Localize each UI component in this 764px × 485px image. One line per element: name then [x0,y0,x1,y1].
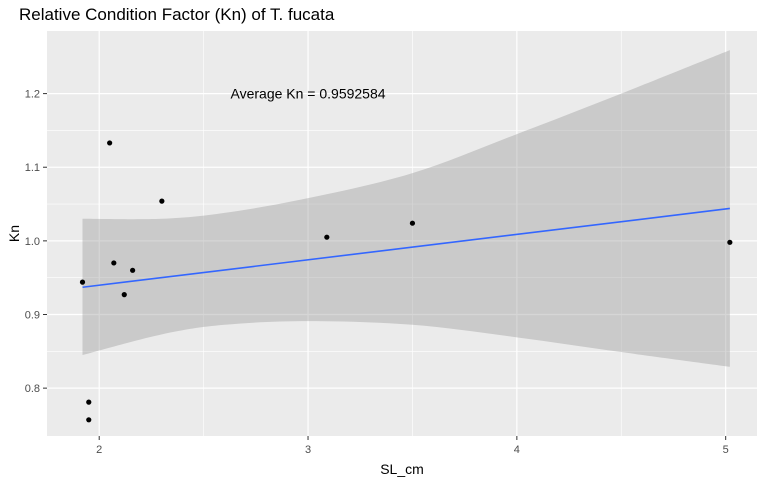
data-point [86,417,92,423]
y-tick-labels: 0.8 0.9 1.0 1.1 1.2 [25,89,40,396]
confidence-band [82,50,730,367]
data-point [79,279,86,285]
y-tick-label: 1.1 [25,162,40,174]
x-tick-label: 3 [305,444,311,456]
average-kn-annotation: Average Kn = 0.9592584 [231,86,386,102]
data-point [86,399,92,405]
chart-title: Relative Condition Factor (Kn) of T. fuc… [19,5,335,24]
x-axis-title: SL_cm [380,461,424,477]
regression-line [82,207,730,289]
y-tick-label: 1.0 [25,236,40,248]
plot-panel [47,31,757,436]
data-point [121,292,127,298]
axis-ticks [43,93,727,440]
data-points [79,140,733,423]
y-tick-label: 0.8 [25,383,40,395]
x-tick-label: 2 [96,444,102,456]
data-point [130,267,136,273]
y-tick-label: 1.2 [25,89,40,101]
y-axis-title: Kn [6,225,22,242]
x-tick-labels: 2 3 4 5 [96,444,729,456]
major-gridlines [47,31,757,436]
data-point [111,260,117,266]
data-point [159,198,165,204]
y-tick-label: 0.9 [25,310,40,322]
data-point [324,234,330,240]
x-tick-label: 4 [514,444,520,456]
data-point [409,220,416,226]
x-tick-label: 5 [723,444,729,456]
data-point [107,140,113,146]
data-point [727,239,733,245]
